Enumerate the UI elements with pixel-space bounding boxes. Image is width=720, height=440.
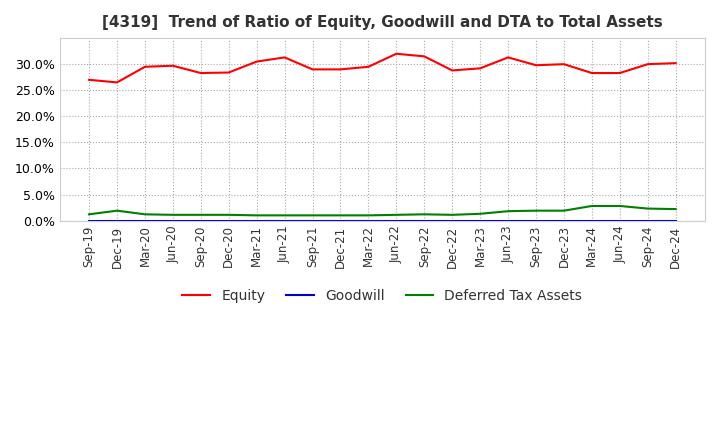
Deferred Tax Assets <box>420 212 428 217</box>
Equity <box>588 70 596 76</box>
Goodwill <box>85 218 94 223</box>
Deferred Tax Assets <box>392 212 400 217</box>
Equity <box>420 54 428 59</box>
Deferred Tax Assets <box>448 212 456 217</box>
Goodwill <box>531 218 540 223</box>
Goodwill <box>197 218 205 223</box>
Deferred Tax Assets <box>588 203 596 209</box>
Goodwill <box>252 218 261 223</box>
Deferred Tax Assets <box>559 208 568 213</box>
Equity <box>252 59 261 64</box>
Title: [4319]  Trend of Ratio of Equity, Goodwill and DTA to Total Assets: [4319] Trend of Ratio of Equity, Goodwil… <box>102 15 662 30</box>
Equity <box>476 66 485 71</box>
Equity <box>671 60 680 66</box>
Equity <box>225 70 233 75</box>
Equity <box>336 67 345 72</box>
Deferred Tax Assets <box>280 213 289 218</box>
Deferred Tax Assets <box>504 209 513 214</box>
Deferred Tax Assets <box>531 208 540 213</box>
Goodwill <box>588 218 596 223</box>
Goodwill <box>420 218 428 223</box>
Deferred Tax Assets <box>85 212 94 217</box>
Equity <box>280 55 289 60</box>
Legend: Equity, Goodwill, Deferred Tax Assets: Equity, Goodwill, Deferred Tax Assets <box>177 283 588 308</box>
Goodwill <box>336 218 345 223</box>
Goodwill <box>308 218 317 223</box>
Deferred Tax Assets <box>364 213 373 218</box>
Goodwill <box>504 218 513 223</box>
Goodwill <box>559 218 568 223</box>
Equity <box>448 68 456 73</box>
Equity <box>504 55 513 60</box>
Deferred Tax Assets <box>671 206 680 212</box>
Deferred Tax Assets <box>476 211 485 216</box>
Equity <box>308 67 317 72</box>
Equity <box>644 62 652 67</box>
Equity <box>140 64 149 70</box>
Equity <box>531 62 540 68</box>
Goodwill <box>671 218 680 223</box>
Deferred Tax Assets <box>252 213 261 218</box>
Line: Equity: Equity <box>89 54 675 82</box>
Deferred Tax Assets <box>336 213 345 218</box>
Equity <box>85 77 94 82</box>
Deferred Tax Assets <box>616 203 624 209</box>
Goodwill <box>140 218 149 223</box>
Goodwill <box>280 218 289 223</box>
Equity <box>616 70 624 76</box>
Goodwill <box>112 218 121 223</box>
Deferred Tax Assets <box>197 212 205 217</box>
Line: Deferred Tax Assets: Deferred Tax Assets <box>89 206 675 215</box>
Deferred Tax Assets <box>168 212 177 217</box>
Equity <box>364 64 373 70</box>
Equity <box>197 70 205 76</box>
Goodwill <box>392 218 400 223</box>
Goodwill <box>225 218 233 223</box>
Deferred Tax Assets <box>140 212 149 217</box>
Deferred Tax Assets <box>112 208 121 213</box>
Goodwill <box>616 218 624 223</box>
Goodwill <box>364 218 373 223</box>
Equity <box>559 62 568 67</box>
Equity <box>392 51 400 56</box>
Goodwill <box>476 218 485 223</box>
Goodwill <box>168 218 177 223</box>
Goodwill <box>644 218 652 223</box>
Equity <box>168 63 177 68</box>
Goodwill <box>448 218 456 223</box>
Deferred Tax Assets <box>308 213 317 218</box>
Equity <box>112 80 121 85</box>
Deferred Tax Assets <box>644 206 652 211</box>
Deferred Tax Assets <box>225 212 233 217</box>
